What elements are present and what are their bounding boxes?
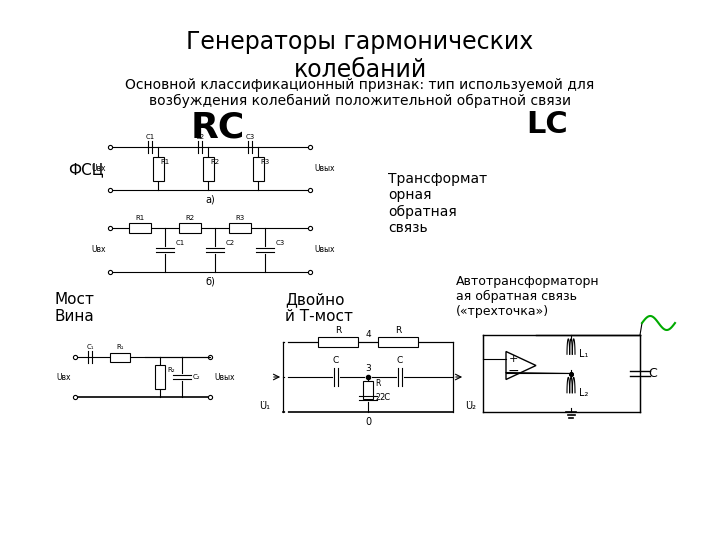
Text: R1: R1 — [160, 159, 169, 165]
Text: L₂: L₂ — [579, 388, 588, 398]
Bar — [155, 365, 165, 389]
Text: Трансформат
орная
обратная
связь: Трансформат орная обратная связь — [388, 172, 487, 235]
Text: ФСЦ: ФСЦ — [68, 163, 104, 178]
Text: 4: 4 — [365, 330, 371, 339]
Text: C₂: C₂ — [193, 374, 201, 380]
Bar — [110, 353, 130, 361]
Text: R: R — [375, 379, 380, 388]
Text: R2: R2 — [210, 159, 219, 165]
Text: R2: R2 — [186, 215, 194, 221]
Text: Uвых: Uвых — [214, 373, 235, 381]
Bar — [129, 223, 151, 233]
Text: R: R — [335, 326, 341, 335]
Text: Uвых: Uвых — [314, 164, 335, 173]
Text: R3: R3 — [235, 215, 245, 221]
Text: R₁: R₁ — [116, 344, 124, 350]
Text: 2C: 2C — [379, 394, 390, 402]
Text: C3: C3 — [276, 240, 285, 246]
Text: R₂: R₂ — [167, 367, 175, 373]
Text: C2: C2 — [195, 134, 204, 140]
Text: C: C — [397, 356, 403, 365]
Text: C1: C1 — [145, 134, 155, 140]
Text: 3: 3 — [365, 364, 371, 373]
Text: C2: C2 — [226, 240, 235, 246]
Text: Uвх: Uвх — [91, 246, 106, 254]
Text: Uвх: Uвх — [91, 164, 106, 173]
Bar — [363, 381, 373, 399]
Text: Двойно
й Т-мост: Двойно й Т-мост — [285, 292, 353, 325]
Text: R3: R3 — [260, 159, 269, 165]
Bar — [153, 157, 163, 180]
Text: RC: RC — [191, 110, 245, 144]
Text: C1: C1 — [176, 240, 185, 246]
Text: Основной классификационный признак: тип используемой для
возбуждения колебаний п: Основной классификационный признак: тип … — [125, 78, 595, 109]
Text: Генераторы гармонических
колебаний: Генераторы гармонических колебаний — [186, 30, 534, 82]
Text: Uвх: Uвх — [56, 373, 71, 381]
Text: C: C — [648, 367, 657, 380]
Text: б): б) — [205, 277, 215, 287]
Text: R: R — [395, 326, 401, 335]
Text: C: C — [333, 356, 339, 365]
Bar — [202, 157, 214, 180]
Text: а): а) — [205, 195, 215, 205]
Bar — [253, 157, 264, 180]
Text: Uвых: Uвых — [314, 246, 335, 254]
Text: U̇₁: U̇₁ — [259, 401, 271, 411]
Bar — [318, 337, 358, 347]
Text: +: + — [508, 354, 518, 363]
Text: Автотрансформаторн
ая обратная связь
(«трехточка»): Автотрансформаторн ая обратная связь («т… — [456, 275, 600, 318]
Bar — [378, 337, 418, 347]
Bar — [229, 223, 251, 233]
Text: Мост
Вина: Мост Вина — [55, 292, 95, 325]
Text: −: − — [507, 363, 519, 377]
Text: R1: R1 — [135, 215, 145, 221]
Text: 0: 0 — [365, 417, 371, 427]
Text: C3: C3 — [246, 134, 255, 140]
Text: 2: 2 — [375, 394, 379, 402]
Text: L₁: L₁ — [579, 349, 588, 359]
Bar — [179, 223, 201, 233]
Text: U̇₂: U̇₂ — [466, 401, 477, 411]
Text: LC: LC — [526, 110, 568, 139]
Text: C₁: C₁ — [86, 344, 94, 350]
